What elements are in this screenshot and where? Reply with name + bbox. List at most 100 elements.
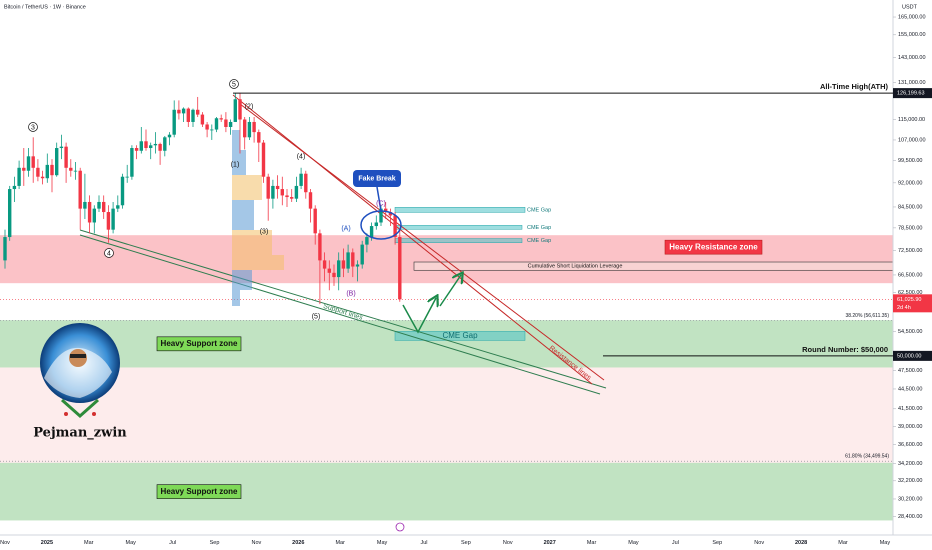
candle-body (271, 185, 275, 199)
candle-body (87, 201, 92, 223)
neutral-band (0, 367, 893, 463)
candle-body (163, 137, 167, 151)
y-tick-label: 28,400.00 (898, 514, 922, 520)
candle-body (73, 170, 78, 172)
candle-body (299, 173, 303, 186)
candle-body (200, 114, 205, 125)
candle-body (285, 195, 289, 198)
candle-body (360, 244, 364, 265)
candle-body (355, 264, 360, 267)
event-icon[interactable] (395, 522, 405, 532)
wave-label: (4) (297, 153, 306, 160)
candle-body (50, 164, 54, 176)
x-tick-label: Sep (712, 540, 722, 546)
wave-label: 3 (31, 124, 35, 131)
candle-body (92, 208, 96, 223)
candle-body (243, 119, 247, 138)
time-axis (0, 535, 932, 550)
candle-body (22, 167, 26, 171)
liquidation-box (413, 261, 894, 271)
y-tick-label: 30,200.00 (898, 496, 922, 502)
fib-label: 61.80% (34,499.54) (845, 454, 889, 460)
candle-body (59, 146, 64, 149)
zone-label-box (156, 336, 242, 352)
wave-label: (C) (376, 200, 386, 207)
candle-body (191, 109, 195, 122)
candle-body (181, 108, 186, 114)
candle-body (219, 118, 223, 120)
cme-gap (394, 331, 526, 341)
candle-body (26, 156, 31, 171)
fib-label: 38.20% (56,611.35) (845, 313, 889, 319)
candle-body (102, 201, 106, 213)
x-tick-label: 2026 (292, 540, 304, 546)
candle-body (337, 260, 341, 278)
candle-body (8, 189, 12, 238)
candle-body (111, 208, 115, 230)
candle-body (106, 212, 111, 230)
candle-body (369, 226, 374, 238)
resistance-line (239, 103, 605, 381)
candle-body (398, 237, 402, 300)
candle-body (40, 176, 45, 179)
candle-body (379, 208, 383, 223)
candle-body (247, 121, 252, 138)
zone-label: Heavy Support zone (161, 339, 238, 348)
candle-body (158, 143, 162, 151)
x-tick-label: Jul (672, 540, 679, 546)
candle-body (290, 197, 294, 199)
support-line (79, 234, 601, 395)
current-price-box (893, 294, 932, 313)
candle-body (233, 99, 237, 122)
candle-body (69, 167, 73, 171)
wave-circle (104, 248, 114, 258)
x-tick-label: Nov (754, 540, 764, 546)
zone-label-box (156, 484, 242, 499)
candle-body (365, 237, 369, 245)
candle-body (308, 192, 313, 209)
zone-label-box (664, 239, 763, 255)
x-tick-label: Mar (335, 540, 345, 546)
liquidation-label: Cumulative Short Liquidation Leverage (528, 264, 623, 270)
price-label-box (893, 350, 932, 361)
support-label: Support lines (322, 303, 364, 322)
y-tick-label: 34,200.00 (898, 461, 922, 467)
x-tick-label: Mar (838, 540, 848, 546)
y-tick-label: 143,000.00 (898, 55, 926, 61)
x-tick-label: Sep (210, 540, 220, 546)
candle-body (313, 208, 317, 234)
x-tick-label: 2025 (41, 540, 53, 546)
y-tick-label: 32,200.00 (898, 478, 922, 484)
zone-label: Heavy Resistance zone (669, 242, 758, 251)
callout-text: Fake Break (358, 175, 395, 182)
candle-body (167, 134, 172, 138)
x-tick-label: May (377, 540, 388, 546)
candle-body (55, 148, 59, 176)
candle-body (130, 148, 134, 177)
author-logo (40, 323, 120, 419)
x-tick-label: Nov (0, 540, 10, 546)
resistance-line (232, 94, 593, 385)
wave-label: (A) (341, 225, 350, 232)
y-tick-label: 165,000.00 (898, 14, 926, 20)
y-tick-label: 36,600.00 (898, 442, 922, 448)
y-tick-label: 155,000.00 (898, 32, 926, 38)
candle-body (116, 205, 120, 209)
projection-arrow (439, 275, 461, 307)
candle-body (17, 167, 21, 186)
candle-body (125, 176, 129, 178)
zone (0, 462, 893, 521)
candle-body (45, 164, 49, 179)
candle-body (257, 132, 261, 143)
wave-label: (1) (231, 161, 240, 168)
cme-gap-label: CME Gap (527, 238, 551, 244)
candle-body (224, 119, 228, 127)
wave-label: (B) (346, 290, 355, 297)
candle-body (83, 201, 87, 209)
x-tick-label: Mar (84, 540, 94, 546)
y-tick-label: 107,000.00 (898, 137, 926, 143)
cme-gap (394, 225, 523, 230)
wave-circle (28, 122, 38, 132)
